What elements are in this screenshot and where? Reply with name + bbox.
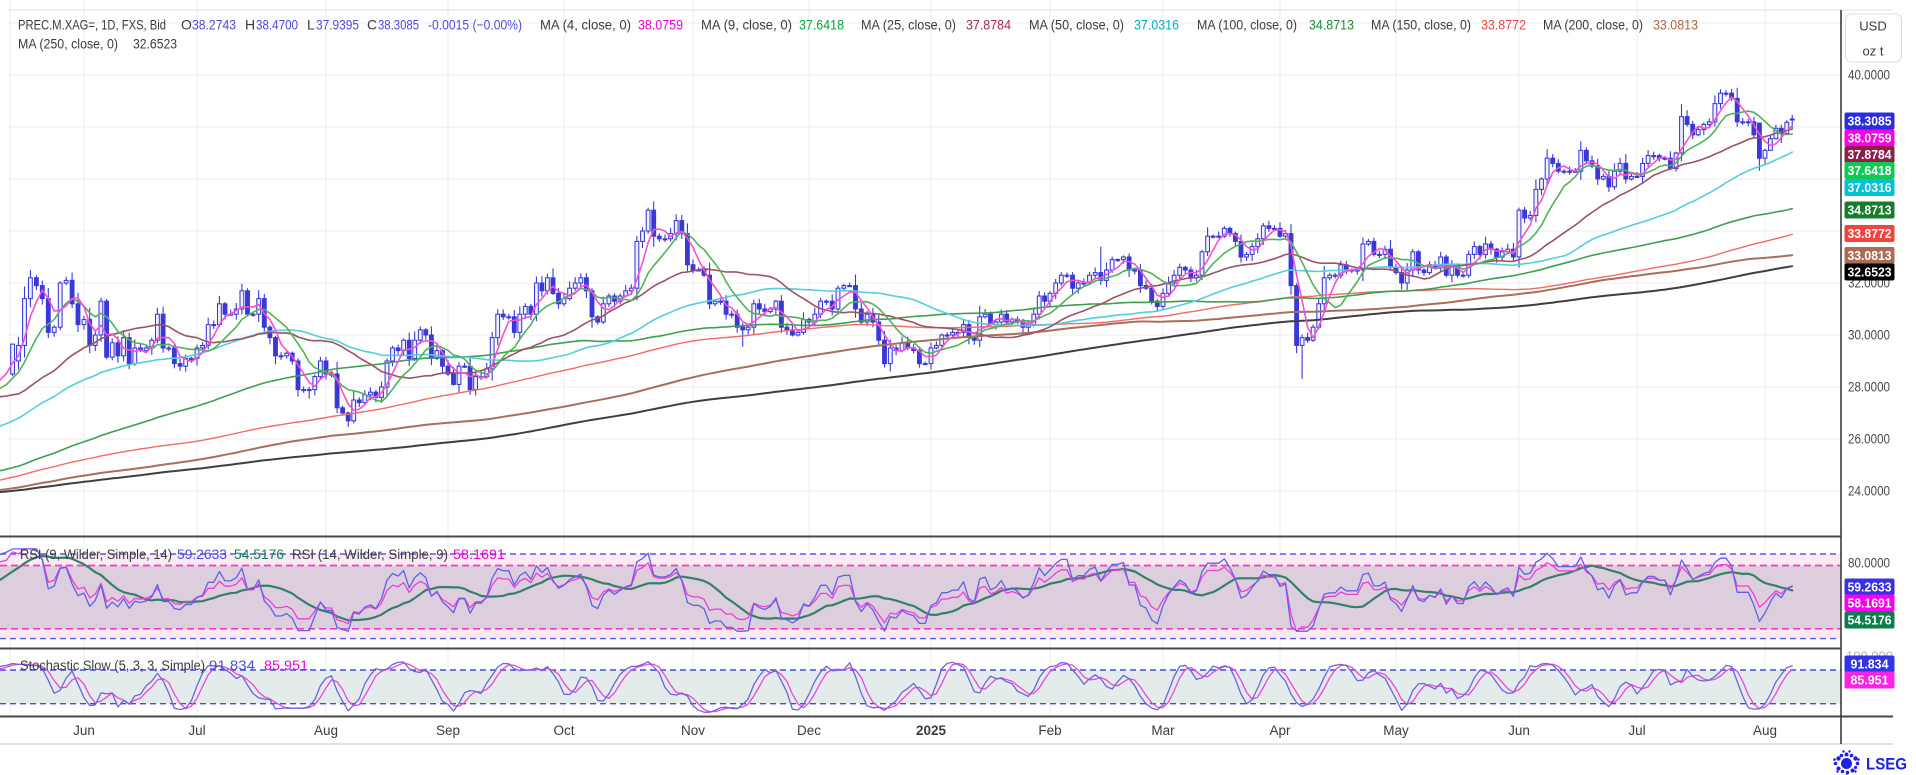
svg-text:MA (4, close, 0): MA (4, close, 0) <box>540 17 631 33</box>
svg-text:Jun: Jun <box>73 723 95 738</box>
svg-text:85.951: 85.951 <box>264 658 308 673</box>
svg-text:37.8784: 37.8784 <box>1848 147 1893 162</box>
svg-text:MA (250, close, 0): MA (250, close, 0) <box>18 36 118 52</box>
svg-text:58.1691: 58.1691 <box>1848 596 1892 611</box>
svg-text:59.2633: 59.2633 <box>177 547 227 562</box>
svg-text:33.8772: 33.8772 <box>1848 226 1892 241</box>
svg-text:33.0813: 33.0813 <box>1653 17 1698 33</box>
svg-text:Jul: Jul <box>1628 723 1645 738</box>
svg-text:Apr: Apr <box>1269 723 1291 738</box>
svg-text:MA (100, close, 0): MA (100, close, 0) <box>1197 17 1297 33</box>
svg-text:-0.0015 (−0.00%): -0.0015 (−0.00%) <box>428 17 522 33</box>
svg-text:PREC.M.XAG=, 1D, FXS, Bid: PREC.M.XAG=, 1D, FXS, Bid <box>18 17 166 33</box>
svg-text:37.0316: 37.0316 <box>1134 17 1179 33</box>
svg-text:37.6418: 37.6418 <box>799 17 844 33</box>
svg-text:MA (9, close, 0): MA (9, close, 0) <box>701 17 792 33</box>
svg-text:38.0759: 38.0759 <box>638 17 683 33</box>
svg-text:58.1691: 58.1691 <box>453 547 505 562</box>
svg-text:54.5176: 54.5176 <box>234 547 284 562</box>
svg-text:30.0000: 30.0000 <box>1848 328 1890 343</box>
svg-text:Dec: Dec <box>797 723 821 738</box>
svg-text:MA (200, close, 0): MA (200, close, 0) <box>1543 17 1643 33</box>
svg-text:RSI (9, Wilder, Simple, 14): RSI (9, Wilder, Simple, 14) <box>20 547 172 562</box>
svg-text:85.951: 85.951 <box>1851 673 1889 688</box>
svg-text:37.9395: 37.9395 <box>316 17 359 33</box>
svg-text:Aug: Aug <box>1753 723 1777 738</box>
svg-text:28.0000: 28.0000 <box>1848 380 1890 395</box>
svg-text:oz t: oz t <box>1863 44 1884 59</box>
svg-text:54.5176: 54.5176 <box>1848 613 1892 628</box>
svg-text:91.834: 91.834 <box>209 658 256 673</box>
svg-text:MA (50, close, 0): MA (50, close, 0) <box>1029 17 1124 33</box>
svg-text:33.0813: 33.0813 <box>1848 248 1892 263</box>
svg-text:38.0759: 38.0759 <box>1848 131 1892 146</box>
svg-text:Nov: Nov <box>681 723 705 738</box>
svg-text:Feb: Feb <box>1038 723 1061 738</box>
svg-text:Aug: Aug <box>314 723 338 738</box>
svg-text:H: H <box>245 17 255 33</box>
svg-text:33.8772: 33.8772 <box>1481 17 1526 33</box>
svg-text:Mar: Mar <box>1151 723 1175 738</box>
svg-text:32.6523: 32.6523 <box>133 36 177 52</box>
svg-text:26.0000: 26.0000 <box>1848 432 1890 447</box>
svg-text:37.6418: 37.6418 <box>1848 163 1892 178</box>
svg-text:38.4700: 38.4700 <box>256 17 298 33</box>
svg-text:MA (150, close, 0): MA (150, close, 0) <box>1371 17 1471 33</box>
svg-text:Sep: Sep <box>436 723 460 738</box>
svg-text:O: O <box>181 17 192 33</box>
svg-text:USD: USD <box>1859 19 1886 34</box>
svg-text:C: C <box>367 17 377 33</box>
svg-text:80.0000: 80.0000 <box>1848 556 1890 571</box>
svg-text:40.0000: 40.0000 <box>1848 68 1890 83</box>
svg-text:May: May <box>1383 723 1409 738</box>
svg-text:24.0000: 24.0000 <box>1848 484 1890 499</box>
svg-text:Jun: Jun <box>1508 723 1530 738</box>
svg-text:L: L <box>307 17 315 33</box>
svg-text:RSI (14, Wilder, Simple, 9): RSI (14, Wilder, Simple, 9) <box>292 547 448 562</box>
svg-text:LSEG: LSEG <box>1866 755 1907 774</box>
svg-text:32.6523: 32.6523 <box>1848 265 1892 280</box>
svg-text:38.2743: 38.2743 <box>192 17 236 33</box>
svg-text:34.8713: 34.8713 <box>1848 203 1892 218</box>
svg-text:38.3085: 38.3085 <box>378 17 419 33</box>
svg-text:Stochastic Slow (5, 3, 3, Simp: Stochastic Slow (5, 3, 3, Simple) <box>20 658 205 673</box>
svg-text:34.8713: 34.8713 <box>1309 17 1354 33</box>
svg-text:38.3085: 38.3085 <box>1848 114 1892 129</box>
svg-text:MA (25, close, 0): MA (25, close, 0) <box>861 17 956 33</box>
svg-text:Oct: Oct <box>553 723 574 738</box>
svg-text:2025: 2025 <box>916 723 947 738</box>
svg-text:Jul: Jul <box>188 723 205 738</box>
svg-text:59.2633: 59.2633 <box>1848 580 1892 595</box>
svg-text:91.834: 91.834 <box>1851 657 1890 672</box>
svg-text:37.8784: 37.8784 <box>966 17 1011 33</box>
svg-text:37.0316: 37.0316 <box>1848 180 1892 195</box>
